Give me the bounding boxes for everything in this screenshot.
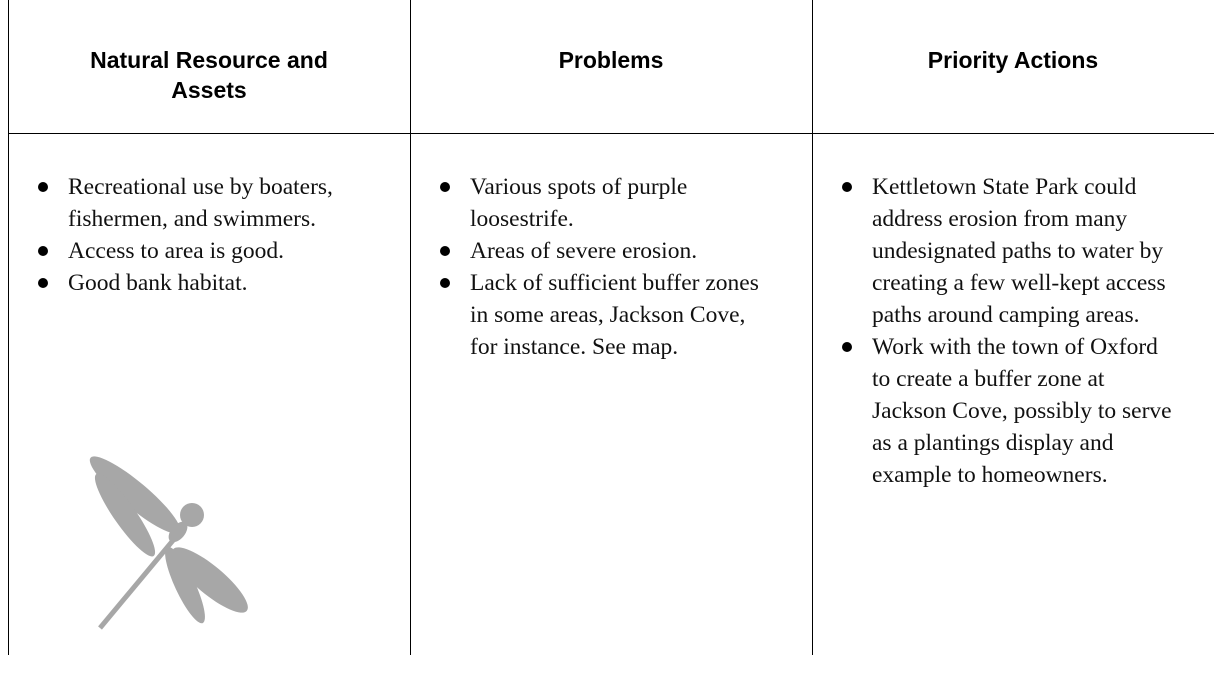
column-header: Problems	[410, 0, 812, 133]
list-item: Work with the town of Oxford to create a…	[842, 331, 1172, 491]
column: Problems Various spots of purple loosestr…	[410, 0, 812, 655]
bullet-list: Various spots of purple loosestrife. Area…	[410, 133, 812, 363]
column: Natural Resource and Assets Recreational …	[8, 0, 410, 655]
list-item: Various spots of purple loosestrife.	[440, 171, 770, 235]
list-item: Recreational use by boaters, fishermen, …	[38, 171, 368, 235]
list-item: Kettletown State Park could address eros…	[842, 171, 1172, 331]
column-header: Priority Actions	[812, 0, 1214, 133]
dragonfly-image	[89, 456, 248, 630]
bullet-list: Recreational use by boaters, fishermen, …	[8, 133, 410, 299]
header-text: Problems	[558, 47, 664, 73]
border	[410, 0, 411, 655]
border	[8, 133, 1214, 134]
border	[8, 0, 9, 655]
list-item: Lack of sufficient buffer zones in some …	[440, 267, 770, 363]
list-item: Areas of severe erosion.	[440, 235, 770, 267]
bullet-list: Kettletown State Park could address eros…	[812, 133, 1214, 491]
list-item: Good bank habitat.	[38, 267, 368, 299]
column-header: Natural Resource and Assets	[8, 0, 410, 133]
header-text: Priority Actions	[927, 47, 1099, 73]
border	[812, 0, 813, 655]
list-item: Access to area is good.	[38, 235, 368, 267]
header-text: Natural Resource and Assets	[90, 47, 334, 103]
column: Priority Actions Kettletown State Park co…	[812, 0, 1214, 655]
